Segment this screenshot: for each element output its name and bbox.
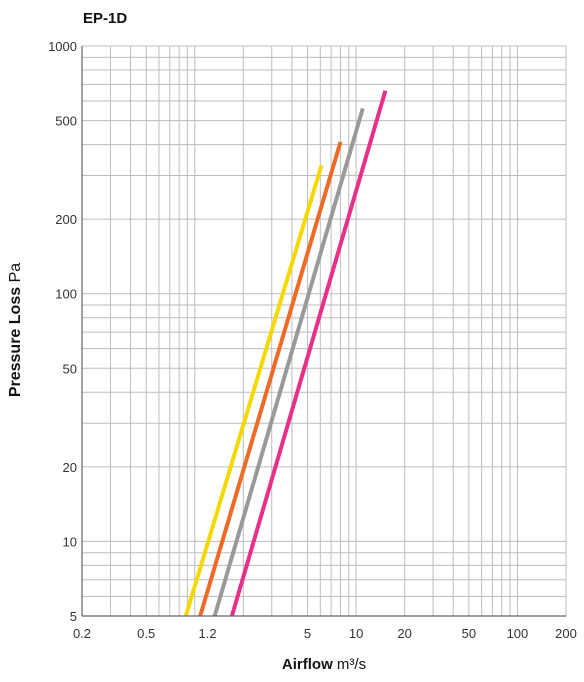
- x-tick-label: 5: [304, 626, 311, 641]
- chart-title: EP-1D: [83, 10, 128, 27]
- y-tick-label: 50: [63, 361, 77, 376]
- x-tick-label: 100: [507, 626, 529, 641]
- y-tick-label: 500: [55, 114, 77, 129]
- x-tick-label: 50: [462, 626, 476, 641]
- x-tick-label: 0.2: [73, 626, 91, 641]
- plot-frame: [81, 46, 566, 617]
- series-layer: [183, 90, 388, 617]
- x-tick-label: 1.2: [199, 626, 217, 641]
- x-tick-label: 0.5: [137, 626, 155, 641]
- y-tick-label: 1000: [48, 39, 77, 54]
- tick-labels: 0.2 0.5 1.2 5 10 20 50 100 200 5 10 20 50 100 200 500 10…: [48, 39, 577, 641]
- series-line-1: [183, 164, 324, 617]
- x-axis-label-unit: m³/s: [336, 656, 367, 673]
- x-axis-label-main: Airflow: [281, 656, 333, 673]
- x-tick-label: 20: [397, 626, 411, 641]
- y-tick-label: 100: [55, 287, 77, 302]
- x-tick-label: 10: [349, 626, 363, 641]
- grid: [81, 45, 567, 617]
- y-tick-label: 5: [70, 609, 77, 624]
- series-line-4: [229, 90, 388, 617]
- series-line-3: [212, 107, 365, 617]
- y-tick-label: 20: [63, 460, 77, 475]
- x-tick-label: 200: [555, 626, 577, 641]
- y-tick-label: 10: [63, 534, 77, 549]
- series-line-2: [198, 141, 343, 617]
- y-tick-label: 200: [55, 212, 77, 227]
- x-axis-label: Airflow m³/s: [282, 656, 366, 673]
